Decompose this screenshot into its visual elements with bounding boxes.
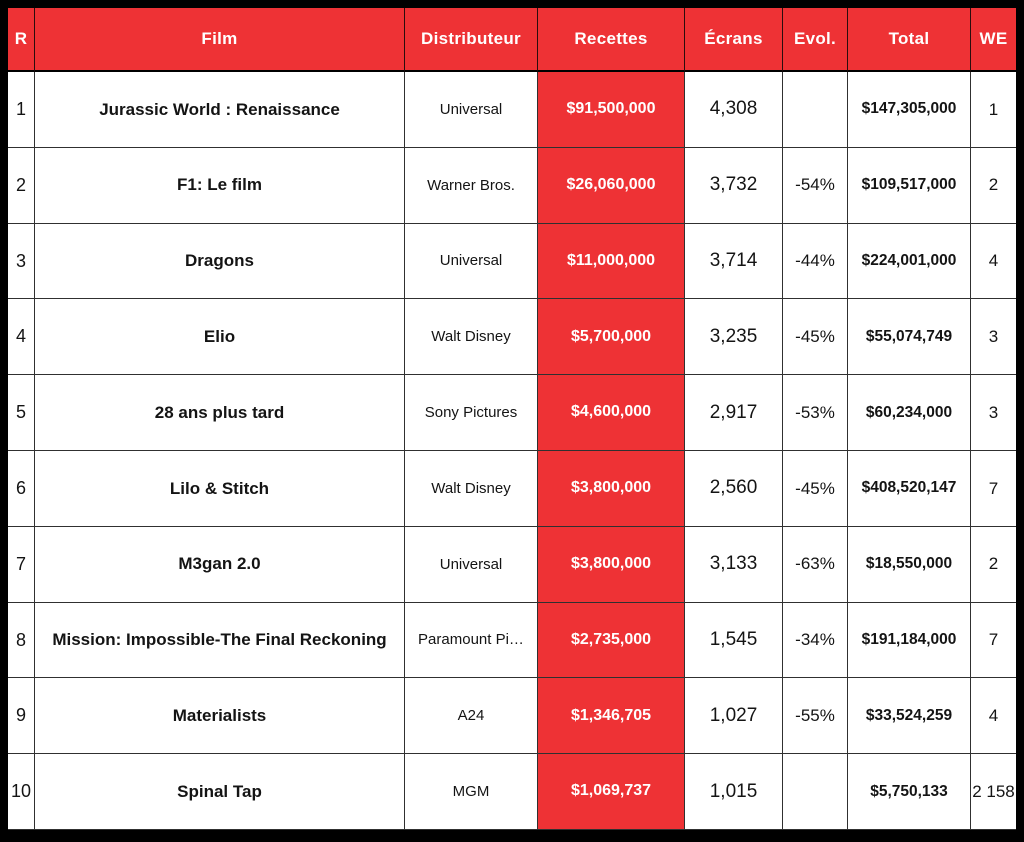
cell-evolution-row-4: -45% [783, 299, 848, 376]
cell-rank-row-1: 1 [8, 72, 35, 148]
cell-film-row-6: Lilo & Stitch [35, 451, 405, 527]
cell-screens-row-7: 3,133 [685, 526, 783, 603]
cell-distributor-row-4: Walt Disney [405, 299, 538, 376]
cell-gross-row-5: $4,600,000 [538, 375, 685, 451]
column-header-weeks: WE [971, 8, 1016, 72]
cell-weeks-row-1: 1 [971, 72, 1016, 148]
column-header-film: Film [35, 8, 405, 72]
cell-screens-row-8: 1,545 [685, 602, 783, 679]
cell-total-row-1: $147,305,000 [848, 72, 971, 148]
cell-film-row-1: Jurassic World : Renaissance [35, 72, 405, 148]
column-header-total: Total [848, 8, 971, 72]
cell-total-row-3: $224,001,000 [848, 223, 971, 300]
cell-film-row-5: 28 ans plus tard [35, 375, 405, 451]
cell-distributor-row-3: Universal [405, 223, 538, 300]
cell-distributor-row-1: Universal [405, 72, 538, 148]
column-header-screens: Écrans [685, 8, 783, 72]
cell-film-row-2: F1: Le film [35, 147, 405, 224]
cell-rank-row-3: 3 [8, 223, 35, 300]
cell-gross-row-1: $91,500,000 [538, 72, 685, 148]
cell-film-row-7: M3gan 2.0 [35, 526, 405, 603]
cell-screens-row-10: 1,015 [685, 754, 783, 830]
cell-evolution-row-2: -54% [783, 147, 848, 224]
cell-weeks-row-3: 4 [971, 224, 1016, 300]
cell-weeks-row-8: 7 [971, 603, 1016, 679]
cell-gross-row-3: $11,000,000 [538, 223, 685, 300]
cell-distributor-row-2: Warner Bros. [405, 147, 538, 224]
cell-screens-row-4: 3,235 [685, 299, 783, 376]
cell-rank-row-7: 7 [8, 526, 35, 603]
cell-distributor-row-8: Paramount Pi… [405, 602, 538, 679]
cell-distributor-row-9: A24 [405, 678, 538, 755]
cell-gross-row-6: $3,800,000 [538, 451, 685, 527]
cell-film-row-10: Spinal Tap [35, 754, 405, 830]
cell-evolution-row-9: -55% [783, 678, 848, 755]
cell-film-row-3: Dragons [35, 223, 405, 300]
cell-rank-row-9: 9 [8, 678, 35, 755]
cell-total-row-10: $5,750,133 [848, 754, 971, 830]
cell-weeks-row-9: 4 [971, 678, 1016, 755]
column-header-rank: R [8, 8, 35, 72]
cell-weeks-row-4: 3 [971, 299, 1016, 376]
cell-rank-row-6: 6 [8, 451, 35, 527]
cell-rank-row-2: 2 [8, 147, 35, 224]
column-header-gross: Recettes [538, 8, 685, 72]
cell-weeks-row-6: 7 [971, 451, 1016, 527]
cell-distributor-row-7: Universal [405, 526, 538, 603]
cell-distributor-row-6: Walt Disney [405, 451, 538, 527]
cell-screens-row-6: 2,560 [685, 451, 783, 527]
cell-total-row-2: $109,517,000 [848, 147, 971, 224]
cell-total-row-9: $33,524,259 [848, 678, 971, 755]
cell-gross-row-9: $1,346,705 [538, 678, 685, 755]
cell-weeks-row-10: 2 158 [971, 754, 1016, 830]
cell-weeks-row-5: 3 [971, 375, 1016, 451]
cell-total-row-8: $191,184,000 [848, 602, 971, 679]
column-header-evolution: Evol. [783, 8, 848, 72]
cell-gross-row-7: $3,800,000 [538, 526, 685, 603]
cell-evolution-row-8: -34% [783, 602, 848, 679]
cell-weeks-row-7: 2 [971, 527, 1016, 603]
cell-total-row-6: $408,520,147 [848, 451, 971, 527]
cell-gross-row-2: $26,060,000 [538, 147, 685, 224]
cell-rank-row-5: 5 [8, 375, 35, 451]
cell-distributor-row-5: Sony Pictures [405, 375, 538, 451]
cell-weeks-row-2: 2 [971, 148, 1016, 224]
cell-gross-row-10: $1,069,737 [538, 754, 685, 830]
cell-evolution-row-6: -45% [783, 451, 848, 527]
cell-evolution-row-3: -44% [783, 223, 848, 300]
cell-film-row-4: Elio [35, 299, 405, 376]
cell-screens-row-9: 1,027 [685, 678, 783, 755]
cell-evolution-row-5: -53% [783, 375, 848, 451]
cell-total-row-7: $18,550,000 [848, 526, 971, 603]
cell-gross-row-8: $2,735,000 [538, 602, 685, 679]
box-office-table: R Film Distributeur Recettes Écrans Evol… [8, 8, 1016, 830]
cell-film-row-8: Mission: Impossible-The Final Reckoning [35, 602, 405, 679]
cell-gross-row-4: $5,700,000 [538, 299, 685, 376]
column-header-distributor: Distributeur [405, 8, 538, 72]
cell-evolution-row-1 [783, 72, 848, 148]
cell-distributor-row-10: MGM [405, 754, 538, 830]
cell-screens-row-5: 2,917 [685, 375, 783, 451]
cell-evolution-row-10 [783, 754, 848, 830]
cell-rank-row-8: 8 [8, 602, 35, 679]
cell-rank-row-10: 10 [8, 754, 35, 830]
cell-screens-row-3: 3,714 [685, 223, 783, 300]
cell-screens-row-1: 4,308 [685, 72, 783, 148]
cell-evolution-row-7: -63% [783, 526, 848, 603]
cell-total-row-4: $55,074,749 [848, 299, 971, 376]
cell-film-row-9: Materialists [35, 678, 405, 755]
cell-screens-row-2: 3,732 [685, 147, 783, 224]
cell-rank-row-4: 4 [8, 299, 35, 376]
cell-total-row-5: $60,234,000 [848, 375, 971, 451]
